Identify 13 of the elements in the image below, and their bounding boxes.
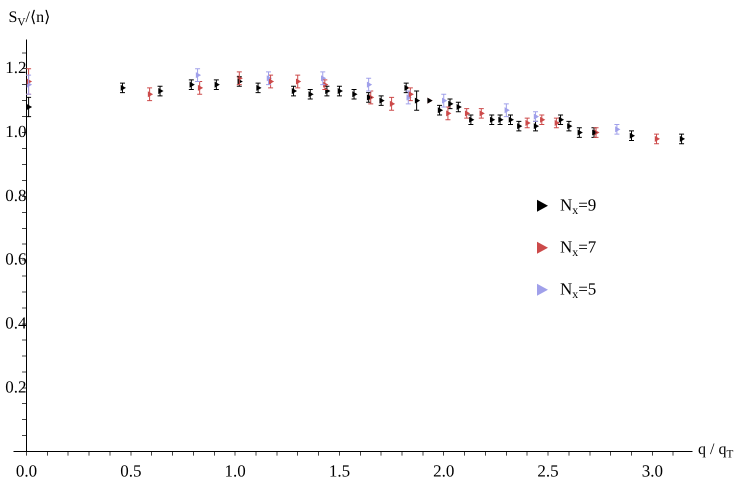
x-tick-label: 0.0 xyxy=(16,461,38,480)
y-tick-label: 0.6 xyxy=(5,250,27,269)
y-tick-label: 0.4 xyxy=(5,313,28,332)
y-tick-label: 0.2 xyxy=(5,377,27,396)
x-tick-label: 1.5 xyxy=(328,461,350,480)
y-tick-label: 1.0 xyxy=(5,122,27,141)
y-tick-label: 0.8 xyxy=(5,186,27,205)
x-tick-label: 2.5 xyxy=(537,461,559,480)
y-tick-label: 1.2 xyxy=(5,58,27,78)
x-tick-label: 0.5 xyxy=(120,461,142,480)
x-tick-label: 2.0 xyxy=(433,461,454,480)
x-tick-label: 3.0 xyxy=(642,461,663,480)
x-tick-label: 1.0 xyxy=(224,461,246,480)
